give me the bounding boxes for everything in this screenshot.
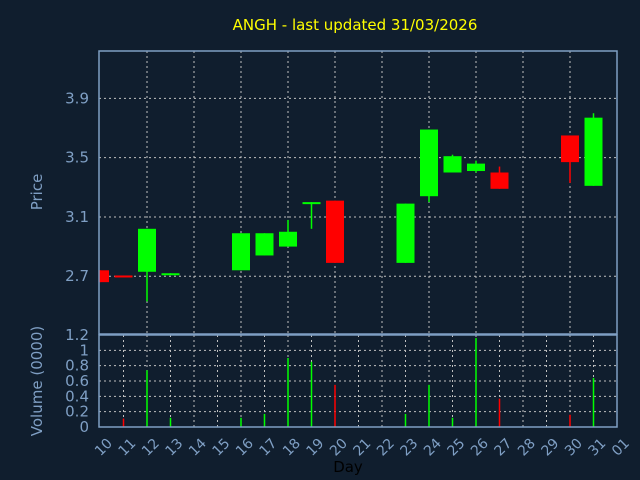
price-axis-ticks: 2.7 3.1 3.5 3.9 bbox=[65, 89, 89, 285]
price-tick-label: 3.5 bbox=[65, 149, 89, 167]
candle-body bbox=[99, 270, 109, 283]
x-tick-label: 01 bbox=[609, 436, 633, 460]
x-tick-label: 13 bbox=[162, 436, 186, 460]
x-tick-label: 23 bbox=[397, 436, 421, 460]
chart-title: ANGH - last updated 31/03/2026 bbox=[233, 16, 478, 34]
candle-body bbox=[326, 200, 344, 263]
volume-tick-label: 0 bbox=[79, 418, 89, 436]
candle-body bbox=[114, 275, 133, 278]
x-tick-label: 22 bbox=[374, 436, 398, 460]
x-tick-label: 21 bbox=[350, 436, 374, 460]
candle-body bbox=[490, 172, 509, 189]
candle-body bbox=[396, 203, 415, 263]
candle-body bbox=[443, 156, 462, 173]
volume-axis-label: Volume (0000) bbox=[28, 326, 46, 436]
x-tick-label: 24 bbox=[421, 436, 445, 460]
volume-tick-label: 1.2 bbox=[65, 326, 89, 344]
volume-grid bbox=[99, 335, 617, 427]
x-tick-label: 20 bbox=[327, 436, 351, 460]
volume-bars bbox=[122, 338, 595, 427]
volume-panel-frame bbox=[98, 334, 618, 428]
candle-body bbox=[302, 202, 321, 205]
candle-body bbox=[138, 228, 156, 272]
x-tick-label: 16 bbox=[233, 436, 257, 460]
candle-body bbox=[467, 163, 485, 172]
x-tick-label: 25 bbox=[444, 436, 468, 460]
x-tick-label: 17 bbox=[256, 436, 280, 460]
price-tick-label: 3.9 bbox=[65, 89, 89, 107]
volume-axis-ticks: 00.20.40.60.811.2 bbox=[65, 326, 89, 436]
x-tick-label: 14 bbox=[186, 436, 210, 460]
volume-tick-label: 0.6 bbox=[65, 372, 89, 390]
x-tick-label: 11 bbox=[115, 436, 139, 460]
price-tick-label: 2.7 bbox=[65, 267, 89, 285]
x-tick-label: 10 bbox=[92, 436, 116, 460]
x-tick-label: 27 bbox=[491, 436, 515, 460]
volume-tick-label: 1 bbox=[79, 341, 89, 359]
volume-tick-label: 0.4 bbox=[65, 387, 89, 405]
x-axis-ticks: 10 11 12 13 14 15 16 17 18 19 20 21 22 23 24 25 26 27 28 29… bbox=[92, 436, 633, 460]
price-grid bbox=[99, 51, 617, 334]
x-tick-label: 18 bbox=[280, 436, 304, 460]
candle-body bbox=[161, 273, 180, 276]
x-tick-label: 19 bbox=[303, 436, 327, 460]
x-tick-label: 29 bbox=[538, 436, 562, 460]
x-tick-label: 31 bbox=[585, 436, 609, 460]
price-panel-frame bbox=[98, 50, 618, 335]
x-tick-label: 28 bbox=[515, 436, 539, 460]
candle-body bbox=[279, 231, 297, 247]
candle-body bbox=[255, 233, 274, 256]
volume-tick-label: 0.2 bbox=[65, 403, 89, 421]
x-tick-label: 15 bbox=[209, 436, 233, 460]
x-tick-label: 26 bbox=[468, 436, 492, 460]
price-tick-label: 3.1 bbox=[65, 208, 89, 226]
candle-body bbox=[232, 233, 250, 271]
candle-body bbox=[420, 129, 438, 197]
x-tick-label: 30 bbox=[562, 436, 586, 460]
candle-body bbox=[584, 117, 603, 186]
candle-body bbox=[561, 135, 579, 163]
x-tick-label: 12 bbox=[139, 436, 163, 460]
price-axis-label: Price bbox=[28, 174, 46, 211]
candles bbox=[99, 113, 603, 302]
volume-tick-label: 0.8 bbox=[65, 357, 89, 375]
x-axis-label: Day bbox=[333, 458, 363, 476]
